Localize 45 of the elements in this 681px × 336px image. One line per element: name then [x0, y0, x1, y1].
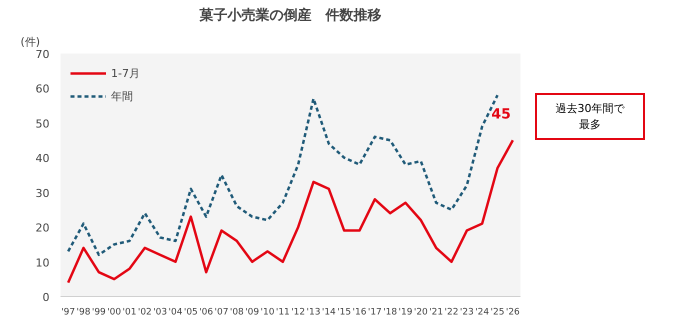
- x-tick-label: '06: [199, 308, 214, 318]
- y-tick-label: 0: [42, 291, 50, 304]
- x-tick-label: '00: [107, 308, 122, 318]
- x-tick-label: '18: [383, 308, 398, 318]
- x-tick-label: '26: [506, 308, 520, 318]
- x-tick-label: '17: [368, 308, 382, 318]
- y-tick-label: 10: [36, 256, 50, 270]
- y-tick-label: 60: [36, 82, 50, 96]
- x-tick-label: '09: [245, 308, 260, 318]
- legend-label: 年間: [111, 88, 133, 104]
- x-tick-label: '01: [122, 308, 136, 318]
- y-tick-label: 70: [36, 48, 50, 61]
- text: 過去30年間で最多: [535, 93, 645, 140]
- x-tick-label: '15: [337, 308, 352, 318]
- x-tick-label: '24: [475, 308, 490, 318]
- y-tick-label: 20: [36, 222, 50, 235]
- data-label: 45: [491, 106, 511, 122]
- legend-label: 1-7月: [111, 66, 140, 80]
- y-axis-title: (件): [20, 36, 40, 48]
- x-tick-label: '07: [214, 308, 228, 318]
- x-tick-label: '03: [153, 308, 168, 318]
- y-tick-label: 50: [36, 117, 50, 130]
- x-tick-label: '23: [460, 308, 474, 318]
- y-tick-label: 30: [36, 186, 50, 200]
- x-tick-label: '04: [168, 308, 183, 318]
- x-tick-label: '02: [138, 308, 152, 318]
- x-tick-label: '16: [352, 308, 367, 318]
- x-tick-label: '12: [291, 308, 306, 318]
- chart-title: 菓子小売業の倒産 件数推移: [198, 6, 382, 24]
- x-tick-label: '19: [398, 308, 413, 318]
- x-tick-label: '11: [276, 308, 290, 318]
- x-tick-label: '97: [61, 308, 76, 318]
- x-tick-label: '08: [230, 308, 244, 318]
- line-series: [66, 139, 514, 284]
- x-tick-label: '25: [490, 308, 504, 318]
- x-tick-label: '13: [306, 308, 320, 318]
- x-tick-label: '14: [322, 308, 336, 318]
- x-tick-label: '05: [184, 308, 198, 318]
- x-tick-label: '21: [429, 308, 444, 318]
- x-tick-label: '10: [260, 308, 275, 318]
- y-tick-label: 40: [36, 152, 50, 166]
- x-tick-label: '99: [92, 308, 106, 318]
- x-tick-label: '20: [414, 308, 428, 318]
- x-tick-label: '98: [76, 308, 91, 318]
- x-tick-label: '22: [444, 308, 458, 318]
